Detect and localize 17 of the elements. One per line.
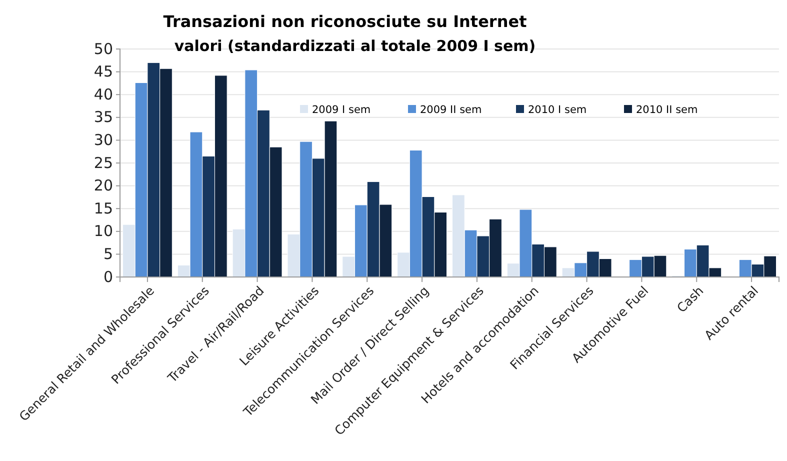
chart-subtitle: valori (standardizzati al totale 2009 I sem) <box>174 37 536 55</box>
y-tick-label: 50 <box>94 40 113 58</box>
y-tick-label: 15 <box>94 199 113 218</box>
y-tick-label: 35 <box>94 108 113 126</box>
y-tick-label: 25 <box>94 154 113 172</box>
y-tick-label: 0 <box>103 268 113 286</box>
y-tick-label: 10 <box>94 222 113 240</box>
legend-label: 2010 II sem <box>636 104 698 116</box>
legend-label: 2009 I sem <box>312 104 371 116</box>
legend-label: 2010 I sem <box>528 104 587 116</box>
chart-title: Transazioni non riconosciute su Internet <box>163 12 528 31</box>
y-tick-label: 40 <box>94 85 113 104</box>
legend-label: 2009 II sem <box>420 104 482 116</box>
y-tick-label: 5 <box>103 245 113 263</box>
y-tick-label: 30 <box>94 131 113 149</box>
y-tick-label: 20 <box>94 176 113 195</box>
y-tick-label: 45 <box>94 62 113 81</box>
